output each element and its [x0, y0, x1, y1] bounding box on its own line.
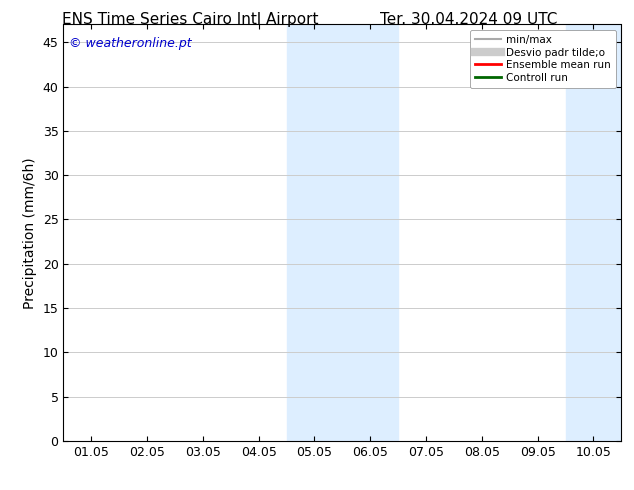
- Bar: [566, 24, 621, 441]
- Text: ENS Time Series Cairo Intl Airport: ENS Time Series Cairo Intl Airport: [62, 12, 318, 27]
- Legend: min/max, Desvio padr tilde;o, Ensemble mean run, Controll run: min/max, Desvio padr tilde;o, Ensemble m…: [470, 30, 616, 88]
- Text: Ter. 30.04.2024 09 UTC: Ter. 30.04.2024 09 UTC: [380, 12, 558, 27]
- Y-axis label: Precipitation (mm/6h): Precipitation (mm/6h): [23, 157, 37, 309]
- Bar: [287, 24, 398, 441]
- Text: © weatheronline.pt: © weatheronline.pt: [69, 37, 191, 50]
